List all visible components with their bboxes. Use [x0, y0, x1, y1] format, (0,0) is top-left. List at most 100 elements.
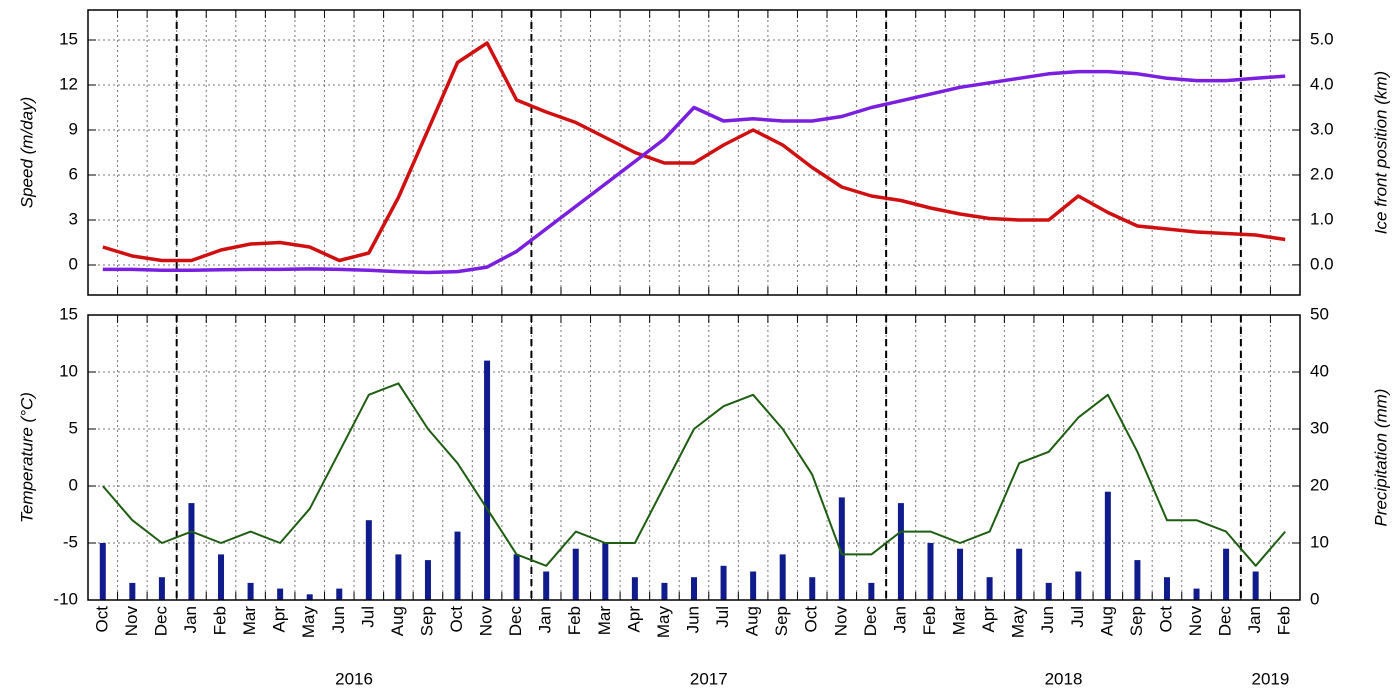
x-tick-label: May: [1009, 606, 1028, 639]
y2-tick-label: 0.0: [1310, 254, 1334, 273]
bar: [572, 548, 579, 600]
y-tick-label: 0: [69, 475, 78, 494]
bar: [957, 548, 964, 600]
y-tick-label: 15: [59, 29, 78, 48]
x-tick-label: Aug: [1097, 606, 1116, 636]
y-tick-label: -10: [53, 589, 78, 608]
bar: [513, 554, 520, 600]
bar: [809, 577, 816, 600]
bar: [631, 577, 638, 600]
x-tick-label: Dec: [506, 606, 525, 637]
line-series: [102, 382, 1286, 567]
bar: [602, 543, 609, 600]
year-label: 2016: [335, 669, 373, 688]
x-tick-label: Aug: [743, 606, 762, 636]
x-tick-label: Nov: [831, 606, 850, 637]
x-tick-label: Oct: [802, 606, 821, 633]
x-tick-label: Dec: [861, 606, 880, 637]
x-tick-label: Jul: [358, 606, 377, 628]
x-tick-label: Feb: [1275, 606, 1294, 635]
y-axis-label: Speed (m/day): [17, 97, 36, 209]
bar: [1193, 588, 1200, 600]
x-tick-label: Sep: [1127, 606, 1146, 636]
line-series: [102, 69, 1286, 275]
y-axis-label: Temperature (°C): [17, 392, 36, 523]
y-tick-label: 10: [59, 361, 78, 380]
x-tick-label: Nov: [1186, 606, 1205, 637]
bar: [277, 588, 284, 600]
x-tick-label: Jun: [329, 606, 348, 633]
bar: [247, 582, 254, 600]
bar: [1016, 548, 1023, 600]
y2-axis-label: Ice front position (km): [1371, 71, 1390, 234]
line-series: [102, 41, 1286, 263]
x-tick-label: Aug: [388, 606, 407, 636]
x-tick-label: Feb: [565, 606, 584, 635]
bar: [897, 503, 904, 600]
y2-tick-label: 3.0: [1310, 120, 1334, 139]
bar: [1134, 560, 1141, 600]
x-tick-label: Jun: [683, 606, 702, 633]
y-tick-label: 12: [59, 74, 78, 93]
bar: [454, 531, 461, 600]
x-tick-label: Oct: [92, 606, 111, 633]
y-tick-label: 3: [69, 209, 78, 228]
bar: [365, 520, 372, 600]
bar: [99, 543, 106, 600]
y-tick-label: 0: [69, 254, 78, 273]
bar: [424, 560, 431, 600]
x-tick-label: Jan: [181, 606, 200, 633]
x-tick-label: Mar: [595, 606, 614, 636]
bar: [779, 554, 786, 600]
x-tick-label: Nov: [477, 606, 496, 637]
y2-tick-label: 10: [1310, 532, 1329, 551]
bar: [543, 571, 550, 600]
y2-tick-label: 50: [1310, 304, 1329, 323]
bar: [188, 503, 195, 600]
x-tick-label: Feb: [920, 606, 939, 635]
y2-axis-label: Precipitation (mm): [1371, 389, 1390, 527]
x-tick-label: Dec: [1216, 606, 1235, 637]
y-tick-label: 9: [69, 119, 78, 138]
plot-frame: [87, 9, 1301, 296]
bar: [306, 594, 313, 600]
x-tick-label: Jul: [713, 606, 732, 628]
y2-tick-label: 1.0: [1310, 209, 1334, 228]
y2-tick-label: 4.0: [1310, 75, 1334, 94]
bar: [750, 571, 757, 600]
x-tick-label: Jan: [890, 606, 909, 633]
x-tick-label: Apr: [979, 606, 998, 633]
bar: [1045, 582, 1052, 600]
bar: [1104, 491, 1111, 600]
y2-tick-label: 2.0: [1310, 164, 1334, 183]
y-tick-label: 15: [59, 304, 78, 323]
y2-tick-label: 20: [1310, 475, 1329, 494]
y2-tick-label: 5.0: [1310, 30, 1334, 49]
x-tick-label: Jun: [1038, 606, 1057, 633]
bar: [218, 554, 225, 600]
bar: [986, 577, 993, 600]
bar: [158, 577, 165, 600]
x-tick-label: Dec: [151, 606, 170, 637]
x-tick-label: Sep: [417, 606, 436, 636]
y2-tick-label: 40: [1310, 361, 1329, 380]
x-tick-label: Oct: [447, 606, 466, 633]
year-label: 2018: [1045, 669, 1083, 688]
bar: [129, 582, 136, 600]
x-tick-label: Mar: [240, 606, 259, 636]
y-tick-label: 5: [69, 418, 78, 437]
bar: [1163, 577, 1170, 600]
bar: [720, 565, 727, 600]
bar: [336, 588, 343, 600]
bar: [484, 360, 491, 600]
bar: [868, 582, 875, 600]
year-label: 2017: [690, 669, 728, 688]
x-tick-label: May: [654, 606, 673, 639]
x-tick-label: May: [299, 606, 318, 639]
x-tick-label: Jan: [1245, 606, 1264, 633]
x-tick-label: Apr: [624, 606, 643, 633]
bar: [1075, 571, 1082, 600]
bar: [1252, 571, 1259, 600]
bar: [395, 554, 402, 600]
